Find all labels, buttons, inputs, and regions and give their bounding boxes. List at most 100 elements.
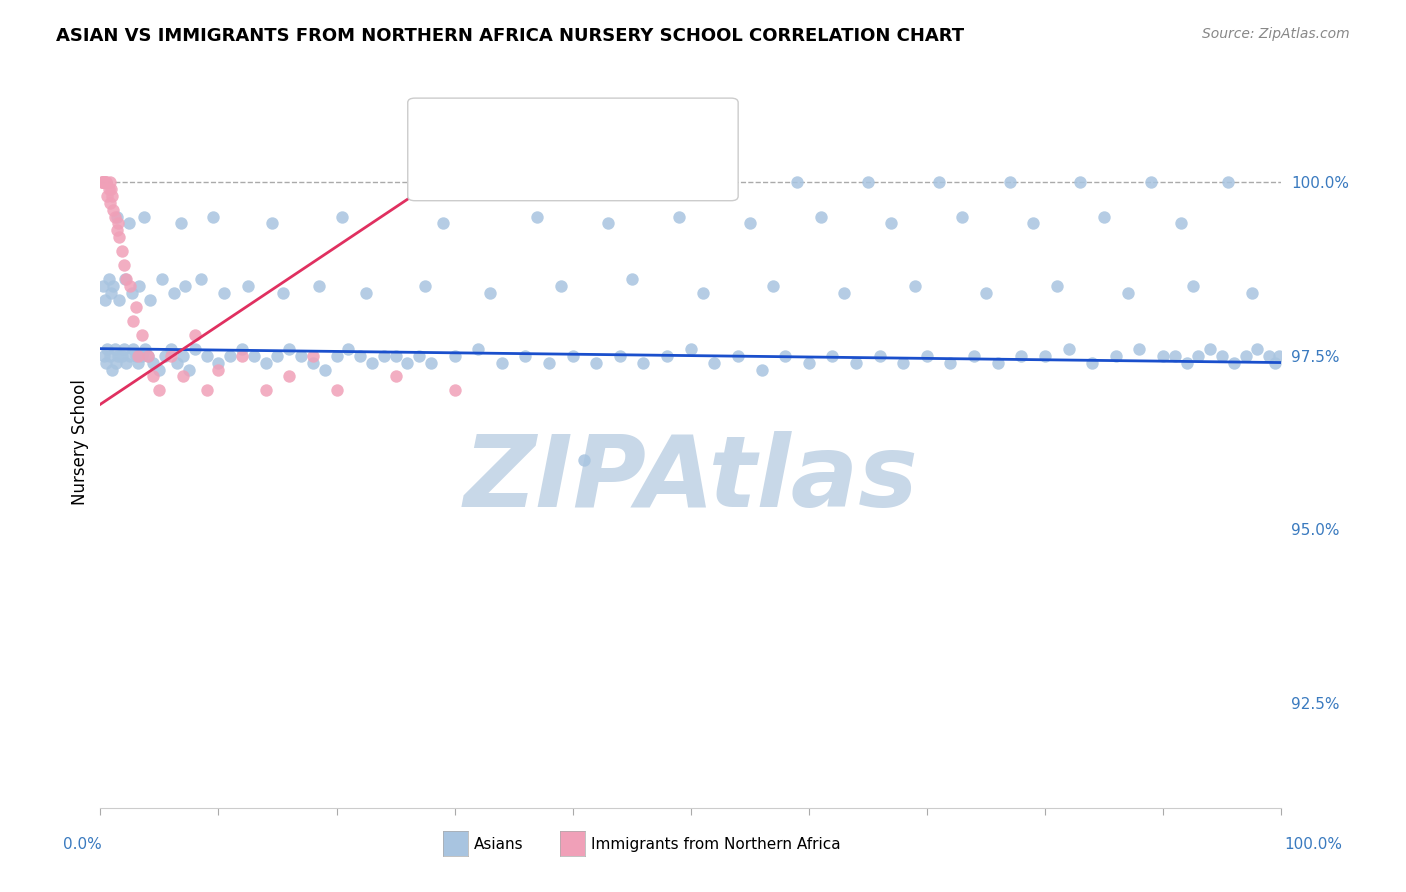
Point — [880, 217, 903, 231]
Point — [1199, 342, 1222, 356]
Point — [177, 362, 200, 376]
Point — [633, 355, 655, 369]
Point — [125, 349, 148, 363]
Point — [118, 349, 141, 363]
Point — [832, 285, 855, 300]
Point — [110, 244, 132, 259]
Point — [585, 355, 607, 369]
Point — [526, 210, 548, 224]
Point — [91, 175, 114, 189]
Point — [169, 217, 191, 231]
Point — [101, 188, 124, 202]
Point — [1033, 349, 1056, 363]
Point — [104, 355, 127, 369]
Point — [821, 349, 844, 363]
Point — [1211, 349, 1233, 363]
Point — [142, 355, 165, 369]
Point — [361, 355, 384, 369]
Point — [1116, 285, 1139, 300]
Point — [219, 349, 242, 363]
Point — [396, 355, 419, 369]
Point — [915, 349, 938, 363]
Point — [384, 369, 406, 384]
Point — [91, 175, 114, 189]
Text: R =: R = — [465, 128, 499, 143]
Point — [160, 342, 183, 356]
Point — [432, 217, 454, 231]
Point — [93, 175, 115, 189]
Point — [91, 279, 114, 293]
Point — [408, 349, 430, 363]
Point — [190, 272, 212, 286]
Point — [273, 285, 295, 300]
Point — [142, 369, 165, 384]
Point — [266, 349, 288, 363]
Point — [1240, 285, 1263, 300]
Point — [1046, 279, 1069, 293]
Point — [110, 349, 132, 363]
Point — [869, 349, 891, 363]
Point — [1152, 349, 1174, 363]
Point — [184, 327, 207, 342]
Point — [105, 210, 128, 224]
Point — [148, 362, 170, 376]
Point — [112, 258, 135, 272]
Text: -0.024: -0.024 — [499, 127, 558, 145]
Point — [97, 272, 120, 286]
Point — [94, 175, 117, 189]
Point — [1140, 175, 1163, 189]
Point — [354, 285, 377, 300]
Point — [108, 293, 131, 307]
Point — [207, 355, 229, 369]
Point — [127, 355, 149, 369]
Text: 44: 44 — [602, 167, 626, 185]
Point — [644, 175, 666, 189]
Point — [1081, 355, 1104, 369]
Point — [118, 217, 141, 231]
Y-axis label: Nursery School: Nursery School — [72, 380, 89, 506]
Text: Source: ZipAtlas.com: Source: ZipAtlas.com — [1202, 27, 1350, 41]
Point — [561, 349, 583, 363]
Point — [90, 175, 112, 189]
Point — [127, 349, 149, 363]
Point — [620, 272, 643, 286]
Point — [150, 272, 173, 286]
Point — [786, 175, 808, 189]
Point — [236, 279, 259, 293]
Point — [332, 210, 354, 224]
Point — [105, 223, 128, 237]
Point — [502, 175, 524, 189]
Point — [139, 293, 162, 307]
Point — [1264, 355, 1286, 369]
Point — [1069, 175, 1091, 189]
Point — [479, 285, 502, 300]
Point — [1092, 210, 1115, 224]
Point — [98, 349, 121, 363]
Point — [91, 175, 114, 189]
Point — [1234, 349, 1257, 363]
Point — [950, 210, 973, 224]
Point — [679, 342, 702, 356]
Point — [93, 349, 115, 363]
Point — [1170, 217, 1192, 231]
Point — [100, 285, 122, 300]
Point — [1175, 355, 1198, 369]
Point — [1258, 349, 1281, 363]
Point — [856, 175, 879, 189]
Point — [121, 285, 143, 300]
Point — [963, 349, 986, 363]
Text: Immigrants from Northern Africa: Immigrants from Northern Africa — [591, 838, 841, 852]
Point — [122, 314, 145, 328]
Point — [162, 285, 184, 300]
Point — [243, 349, 266, 363]
Point — [714, 175, 737, 189]
Point — [1010, 349, 1032, 363]
Point — [112, 342, 135, 356]
Point — [1267, 349, 1289, 363]
Point — [172, 369, 194, 384]
Point — [125, 300, 148, 314]
Text: 0.0%: 0.0% — [63, 838, 103, 852]
Point — [325, 349, 347, 363]
Point — [998, 175, 1021, 189]
Point — [131, 349, 153, 363]
